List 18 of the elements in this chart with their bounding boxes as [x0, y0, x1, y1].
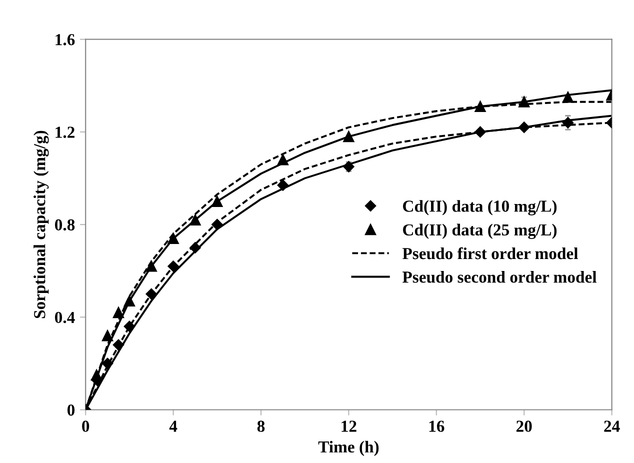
- y-tick-label: 1.2: [56, 126, 74, 138]
- x-axis-title: Time (h): [318, 440, 379, 456]
- x-tick-label: 4: [169, 420, 178, 432]
- y-axis-title: Sorptional capacity (mg/g): [34, 130, 49, 318]
- legend-label: Pseudo first order model: [402, 247, 578, 260]
- x-tick-label: 16: [429, 420, 444, 432]
- legend-label: Cd(II) data (25 mg/L): [403, 224, 557, 240]
- legend-label: Pseudo second order model: [402, 271, 597, 283]
- legend-label: Cd(II) data (10 mg/L): [403, 200, 557, 216]
- y-tick-label: 0.4: [54, 312, 75, 324]
- x-tick-label: 12: [342, 420, 356, 432]
- y-tick-label: 1.6: [56, 34, 75, 46]
- x-tick-label: 24: [604, 420, 620, 432]
- x-tick-label: 8: [257, 420, 265, 432]
- y-tick-label: 0: [67, 404, 75, 416]
- y-tick-label: 0.8: [54, 219, 75, 231]
- x-tick-label: 0: [82, 420, 90, 432]
- x-tick-label: 20: [516, 420, 532, 432]
